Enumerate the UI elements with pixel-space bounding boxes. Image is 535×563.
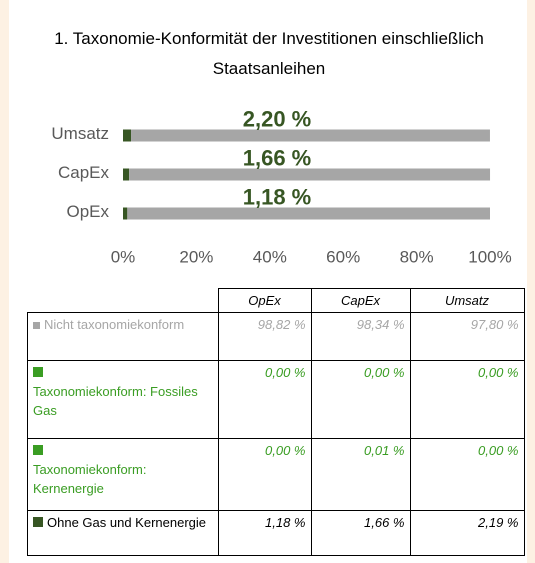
value-cell: 0,00 %	[310, 360, 411, 439]
legend-square	[33, 517, 43, 527]
value-cell: 0,00 %	[409, 438, 525, 511]
row-label: Ohne Gas und Kernenergie	[27, 510, 219, 556]
value-cell: 97,80 %	[409, 312, 525, 361]
bar-segment	[123, 207, 128, 220]
row-label-text: Taxonomiekonform: Fossiles Gas	[33, 384, 198, 418]
value-cell: 98,34 %	[310, 312, 411, 361]
row-label-text: Nicht taxonomiekonform	[44, 317, 185, 332]
value-cell: 0,01 %	[310, 438, 411, 511]
x-tick-label: 40%	[253, 247, 287, 266]
row-label: Nicht taxonomiekonform	[27, 312, 219, 361]
annotation: 2,20 %	[243, 106, 312, 131]
bar-segment	[129, 168, 491, 181]
header-cell: Umsatz	[409, 288, 525, 313]
header-cell: OpEx	[217, 288, 312, 313]
x-tick-label: 80%	[400, 247, 434, 266]
bar-segment	[131, 129, 490, 142]
header-cell: CapEx	[310, 288, 411, 313]
x-tick-label: 0%	[111, 247, 136, 266]
bar-segment	[123, 129, 132, 142]
legend-square	[33, 322, 40, 329]
x-tick-label: 20%	[179, 247, 213, 266]
blank-cell	[27, 288, 219, 313]
panel: 1. Taxonomie-Konformität der Investition…	[9, 0, 527, 563]
bar-segment	[127, 207, 490, 220]
value-cell: 0,00 %	[217, 360, 312, 439]
y-tick-label: CapEx	[58, 163, 110, 182]
value-cell: 2,19 %	[409, 510, 525, 556]
value-cell: 0,00 %	[409, 360, 525, 439]
bar-segment	[123, 168, 130, 181]
value-cell: 98,82 %	[217, 312, 312, 361]
row-label-text: Ohne Gas und Kernenergie	[47, 515, 206, 530]
x-tick-label: 60%	[326, 247, 360, 266]
legend-square	[33, 445, 43, 455]
annotation: 1,66 %	[243, 145, 312, 170]
y-tick-label: Umsatz	[51, 124, 109, 143]
chart-title: 1. Taxonomie-Konformität der Investition…	[54, 29, 484, 78]
legend-square	[33, 367, 43, 377]
value-cell: 1,66 %	[310, 510, 411, 556]
row-label: Taxonomiekonform: Fossiles Gas	[27, 360, 219, 439]
annotation: 1,18 %	[243, 184, 312, 209]
value-cell: 0,00 %	[217, 438, 312, 511]
chart: 0% 20% 40% 60% 80% 100% Umsatz 2,20 % CapEx 1,66 …	[51, 106, 511, 266]
row-label: Taxonomiekonform: Kernenergie	[27, 438, 219, 511]
x-tick-label: 100%	[468, 247, 511, 266]
value-cell: 1,18 %	[217, 510, 312, 556]
row-label-text: Taxonomiekonform: Kernenergie	[33, 462, 147, 496]
data-table: OpEx CapEx Umsatz Nicht taxonomiekonform…	[27, 288, 525, 556]
y-tick-label: OpEx	[66, 202, 109, 221]
